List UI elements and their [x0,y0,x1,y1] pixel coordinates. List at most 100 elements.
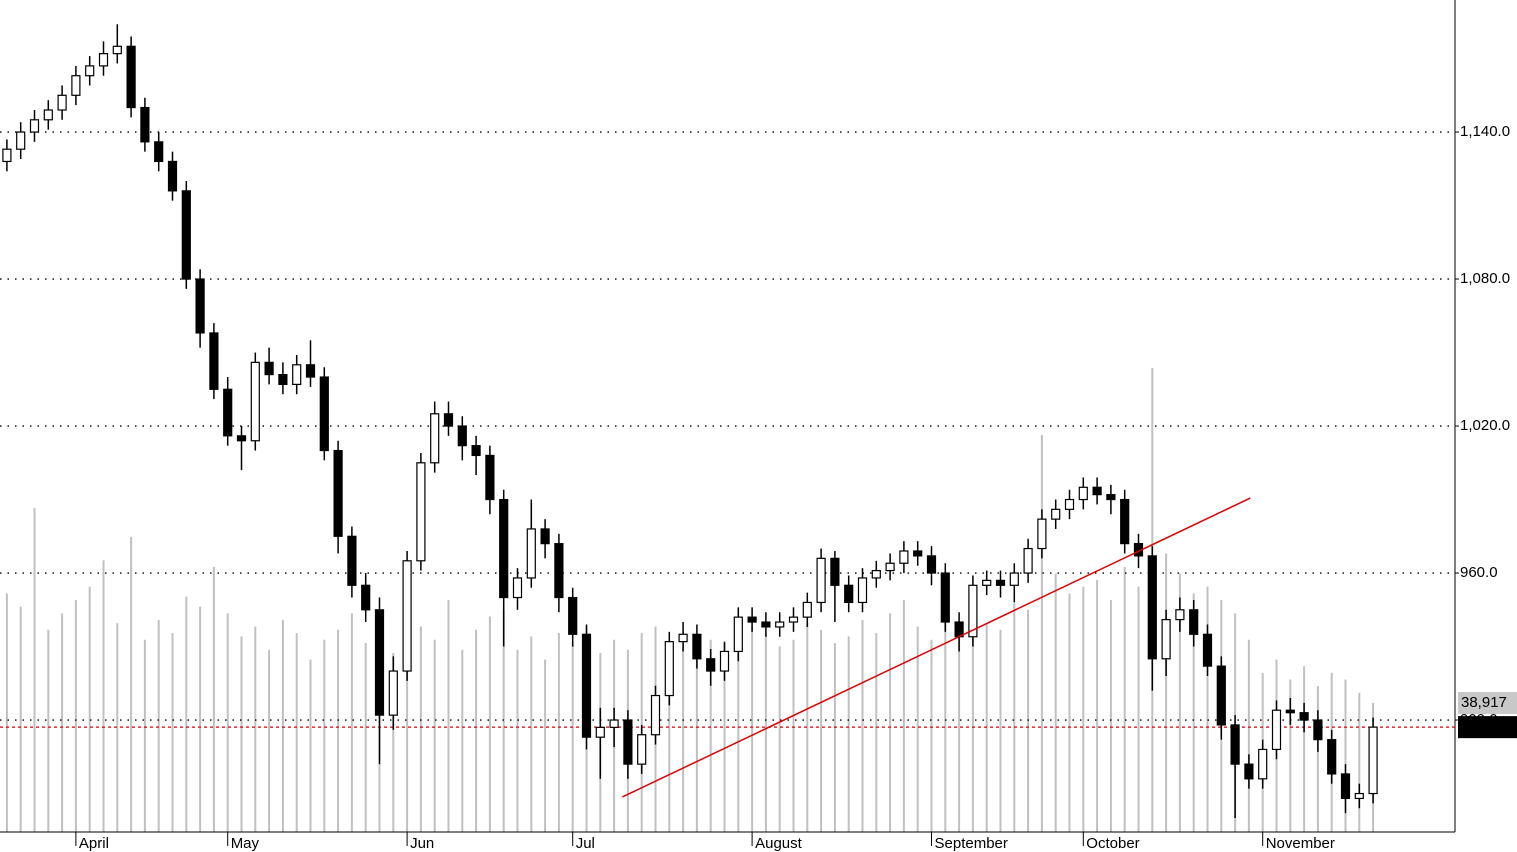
candle-body [1216,665,1226,726]
candle-body [1023,547,1033,574]
candle-body [968,584,978,638]
price-label: 897.1 [1463,718,1501,735]
candle-body [623,719,633,765]
candle-body [1189,609,1199,635]
candle-body [995,579,1006,586]
candle-body [1271,709,1282,751]
candle-body [706,658,716,672]
candle-body [250,361,260,442]
candle-body [1313,719,1323,741]
candle-body [1120,498,1130,545]
candle-body [581,633,592,738]
candle-body [167,160,178,192]
candle-body [471,445,481,457]
candle-body [223,388,233,437]
candle-body [926,555,937,574]
volume-label-box [1458,692,1517,715]
candle-body [650,694,661,736]
candle-body [209,332,219,390]
candle-body [1106,494,1116,501]
candle-body [1258,748,1268,780]
trendline [622,497,1251,798]
candle-body [57,94,67,111]
candle-body [71,75,81,96]
candle-body [236,435,247,442]
candle-body [98,53,109,67]
candle-body [540,528,550,545]
volume-label: 38,917 [1461,694,1507,711]
candle-body [2,148,12,163]
x-tick-label: November [1266,835,1335,852]
candle-body [1368,726,1378,795]
candle-body [1244,763,1254,780]
candle-body [719,650,730,672]
candle-body [1064,498,1075,510]
candle-body [775,621,785,628]
candle-body [457,425,467,447]
candle-body [278,373,288,385]
candle-body [1092,486,1102,496]
candle-body [526,528,536,579]
candle-body [692,633,702,660]
candle-body [1078,486,1088,501]
candle-body [664,641,674,697]
candle-body [499,498,509,599]
candle-body [154,141,164,163]
candle-body [112,45,122,55]
candle-body [1327,739,1337,775]
candle-body [361,584,371,611]
candle-body [485,454,495,501]
y-tick-label: 960.0 [1460,564,1498,581]
candle-body [347,535,357,586]
candle-body [554,543,564,599]
candle-body [830,557,840,586]
candle-body [1285,709,1295,714]
candle-body [733,616,743,653]
candle-body [844,584,854,604]
candle-body [1147,555,1157,660]
candle-body [761,621,771,628]
price-label-box [1458,716,1517,739]
candle-body [1340,773,1351,800]
candle-body [29,119,40,133]
y-tick-label: 1,020.0 [1460,417,1510,434]
candle-body [1161,618,1171,660]
candle-body [609,719,619,728]
candle-body [181,190,191,280]
candle-body [512,577,523,599]
x-tick-label: Jul [576,835,595,852]
x-tick-label: August [755,835,803,852]
candle-body [857,577,868,604]
candle-body [913,550,923,557]
candle-body [305,364,316,378]
candle-body [595,726,605,738]
candle-body [1354,792,1364,800]
x-tick-label: April [79,835,109,852]
candle-body [292,364,302,385]
candle-body [802,601,812,618]
candle-body [140,106,150,143]
candle-body [416,462,426,562]
candle-body [264,361,274,376]
candle-body [678,633,688,643]
candle-body [402,560,412,672]
candle-body [1202,633,1213,667]
candle-body [374,609,385,716]
candle-body [43,109,53,121]
candle-body [319,376,329,452]
x-tick-label: May [231,835,260,852]
candle-body [430,413,440,464]
candle-body [16,131,26,150]
y-tick-label: 1,140.0 [1460,123,1510,140]
candle-body [1037,518,1047,550]
candle-body [1299,712,1309,721]
candle-body [637,734,647,765]
candle-body [333,449,343,537]
candle-body [1009,572,1019,586]
candle-body [885,562,895,572]
x-tick-label: October [1086,835,1139,852]
candle-body [388,670,398,716]
candle-body [788,616,799,623]
candle-body [1230,724,1240,765]
